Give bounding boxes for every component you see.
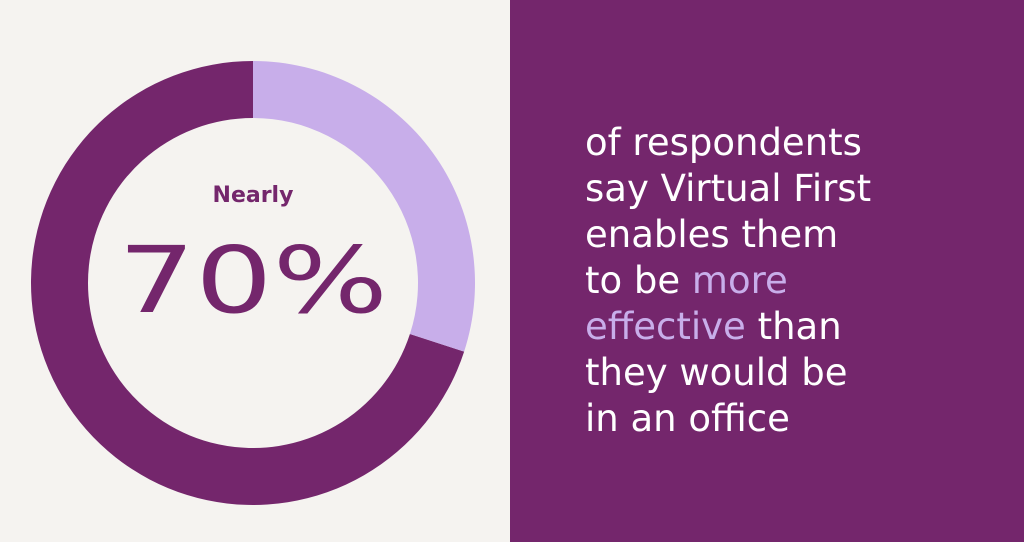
caption-text: than: [746, 305, 842, 348]
caption-text: enables them: [585, 213, 838, 256]
caption-text: say Virtual First: [585, 167, 871, 210]
caption-text: they would be: [585, 351, 848, 394]
headline-value: 70%: [118, 227, 388, 334]
annotation: Nearly: [213, 183, 294, 208]
donut-segment: [253, 61, 476, 352]
caption-highlight: more: [692, 259, 788, 302]
caption: of respondents say Virtual First enables t…: [585, 121, 871, 440]
caption-text: of respondents: [585, 121, 862, 164]
right-panel: [510, 0, 1024, 542]
caption-text: to be: [585, 259, 692, 302]
caption-text: in an office: [585, 397, 790, 440]
donut-chart: [31, 61, 476, 505]
caption-highlight: effective: [585, 305, 746, 348]
